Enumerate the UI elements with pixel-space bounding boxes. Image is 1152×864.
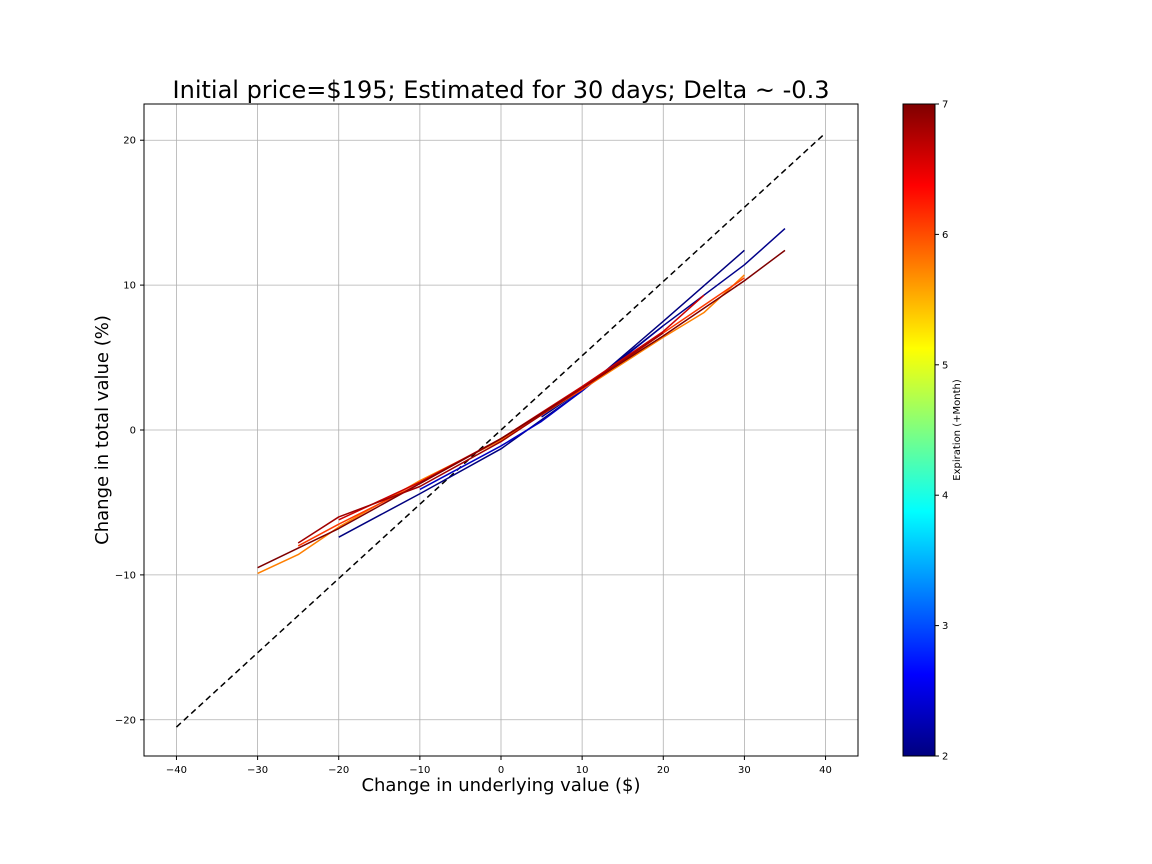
x-tick-label: 10 — [576, 765, 589, 776]
series-group — [257, 228, 786, 575]
x-tick-label: 30 — [738, 765, 751, 776]
series-line-1 — [338, 249, 745, 538]
x-axis-label: Change in underlying value ($) — [361, 775, 640, 796]
colorbar-tick-label: 6 — [942, 230, 948, 241]
colorbar-frame — [902, 103, 936, 757]
series-line-8 — [297, 332, 664, 544]
y-tick-label: 20 — [123, 136, 136, 147]
y-tick-label: −10 — [115, 570, 136, 581]
y-axis-label: Change in total value (%) — [92, 315, 113, 545]
x-tick-label: 20 — [657, 765, 670, 776]
x-tick-label: −30 — [247, 765, 268, 776]
colorbar-tick-label: 5 — [942, 360, 948, 371]
y-axis: −20 −10 0 10 20 — [115, 136, 144, 726]
x-tick-label: −10 — [409, 765, 430, 776]
colorbar-tick-label: 4 — [942, 491, 948, 502]
x-axis: −40 −30 −20 −10 0 10 20 30 40 — [166, 756, 832, 776]
x-tick-label: 0 — [498, 765, 504, 776]
reference-line — [175, 132, 827, 728]
series-line-4 — [257, 274, 745, 575]
x-tick-label: −40 — [166, 765, 187, 776]
colorbar — [903, 104, 935, 756]
x-tick-label: 40 — [819, 765, 832, 776]
y-tick-label: 10 — [123, 281, 136, 292]
colorbar-ticks: 2 3 4 5 6 7 — [935, 100, 948, 763]
reference-line-group — [175, 132, 827, 728]
grid — [144, 104, 858, 756]
y-tick-label: −20 — [115, 715, 136, 726]
colorbar-label: Expiration (+Month) — [952, 379, 963, 481]
series-line-7 — [257, 249, 786, 569]
y-tick-label: 0 — [130, 426, 136, 437]
colorbar-tick-label: 3 — [942, 621, 948, 632]
colorbar-tick-label: 7 — [942, 100, 948, 111]
colorbar-tick-label: 2 — [942, 752, 948, 763]
plot-frame — [143, 103, 859, 757]
x-tick-label: −20 — [328, 765, 349, 776]
chart-title: Initial price=$195; Estimated for 30 day… — [173, 76, 830, 104]
